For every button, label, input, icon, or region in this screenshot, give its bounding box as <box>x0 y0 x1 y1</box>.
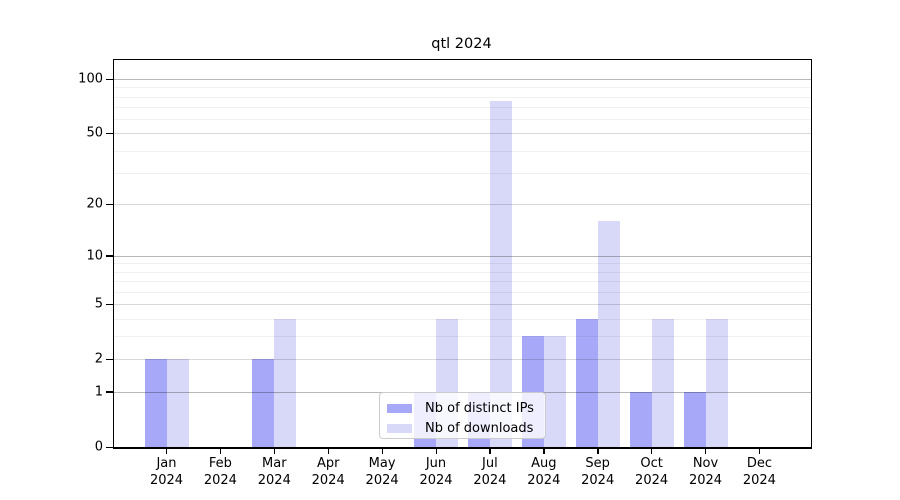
gridline-y-30 <box>114 173 811 175</box>
legend-swatch-downloads-icon <box>387 423 412 433</box>
gridline-y-20 <box>114 204 811 206</box>
y-tick-label-20: 20 <box>86 196 103 212</box>
legend-swatch-distinct-ips-icon <box>387 403 412 413</box>
x-tick-label-jan: Jan 2024 <box>149 456 184 488</box>
y-tick-50 <box>106 132 113 135</box>
legend-item-distinct-ips: Nb of distinct IPs <box>387 398 537 418</box>
x-tick-label-sep: Sep 2024 <box>581 456 615 488</box>
bar-downloads-jan <box>166 359 189 447</box>
gridline-y-60 <box>114 119 811 121</box>
bar-distinct-ips-oct <box>629 391 652 447</box>
x-tick-feb <box>219 447 222 454</box>
legend-item-downloads: Nb of downloads <box>387 418 537 438</box>
x-tick-label-feb: Feb 2024 <box>203 456 237 488</box>
x-axis-ticks: Jan 2024 Feb 2024 Mar 2024 Apr 2024 May 2024… <box>114 60 811 488</box>
x-tick-apr <box>327 447 330 454</box>
bar-downloads-nov <box>705 318 728 447</box>
gridline-y-3 <box>114 336 811 338</box>
y-tick-label-100: 100 <box>78 71 103 87</box>
y-tick-label-50: 50 <box>86 125 103 141</box>
x-tick-aug <box>543 447 545 454</box>
y-tick-label-2: 2 <box>94 351 103 367</box>
x-tick-label-apr: Apr 2024 <box>311 456 345 488</box>
x-tick-jun <box>435 447 437 454</box>
x-tick-may <box>381 447 383 454</box>
bar-distinct-ips-nov <box>683 391 706 447</box>
x-tick-nov <box>705 447 707 454</box>
x-tick-label-aug: Aug 2024 <box>527 456 561 488</box>
y-tick-20 <box>106 203 113 206</box>
legend-label-distinct-ips: Nb of distinct IPs <box>425 400 534 416</box>
y-tick-1 <box>106 391 113 393</box>
gridline-y-5 <box>114 304 811 306</box>
y-tick-label-10: 10 <box>86 248 103 264</box>
x-tick-label-jun: Jun 2024 <box>419 456 453 488</box>
y-axis-ticks: 0 1 2 5 10 20 50 100 <box>78 60 811 455</box>
bar-distinct-ips-mar <box>252 359 275 447</box>
x-tick-label-oct: Oct 2024 <box>635 456 669 488</box>
plot-area: 0 1 2 5 10 20 50 100 Jan 2024 Feb 2024 Mar 2024 Ap… <box>78 59 812 488</box>
x-tick-jul <box>489 447 491 454</box>
x-tick-dec <box>758 447 761 454</box>
y-tick-label-1: 1 <box>94 384 103 400</box>
x-tick-mar <box>273 447 276 454</box>
y-tick-label-5: 5 <box>94 296 103 312</box>
x-tick-label-jul: Jul 2024 <box>473 456 507 488</box>
bar-downloads-sep <box>597 221 620 447</box>
x-tick-sep <box>597 447 599 454</box>
gridline-y-2 <box>114 359 811 361</box>
gridline-y-50 <box>114 133 811 135</box>
x-axis-spine <box>113 447 812 449</box>
legend-label-downloads: Nb of downloads <box>425 420 534 436</box>
chart-title: qtl 2024 <box>431 36 492 52</box>
x-tick-oct <box>651 447 653 454</box>
gridline-y-7 <box>114 281 811 283</box>
y-tick-5 <box>106 303 113 306</box>
gridline-y-70 <box>114 107 811 109</box>
bar-downloads-oct <box>651 318 674 447</box>
gridline-y-100 <box>114 79 811 80</box>
y-tick-100 <box>106 78 113 80</box>
y-tick-10 <box>106 255 113 257</box>
gridline-y-8 <box>114 271 811 273</box>
bar-distinct-ips-sep <box>575 318 598 447</box>
x-tick-label-dec: Dec 2024 <box>742 456 776 488</box>
x-tick-label-may: May 2024 <box>365 456 399 488</box>
bar-downloads-jul <box>489 100 512 447</box>
gridline-y-6 <box>114 291 811 293</box>
x-tick-label-mar: Mar 2024 <box>257 456 291 488</box>
gridline-y-10 <box>114 255 811 257</box>
x-tick-jan <box>166 447 168 454</box>
gridline-y-90 <box>114 87 811 89</box>
gridline-y-4 <box>114 318 811 320</box>
bar-downloads-mar <box>274 318 297 447</box>
x-tick-label-nov: Nov 2024 <box>688 456 723 488</box>
gridline-y-40 <box>114 150 811 152</box>
y-tick-0 <box>106 446 113 448</box>
bar-downloads-aug <box>543 336 566 447</box>
legend: Nb of distinct IPs Nb of downloads <box>379 392 546 439</box>
gridline-y-80 <box>114 96 811 98</box>
y-tick-2 <box>106 358 113 361</box>
y-tick-label-0: 0 <box>94 439 103 455</box>
gridline-y-9 <box>114 263 811 265</box>
bar-distinct-ips-jan <box>144 359 167 447</box>
